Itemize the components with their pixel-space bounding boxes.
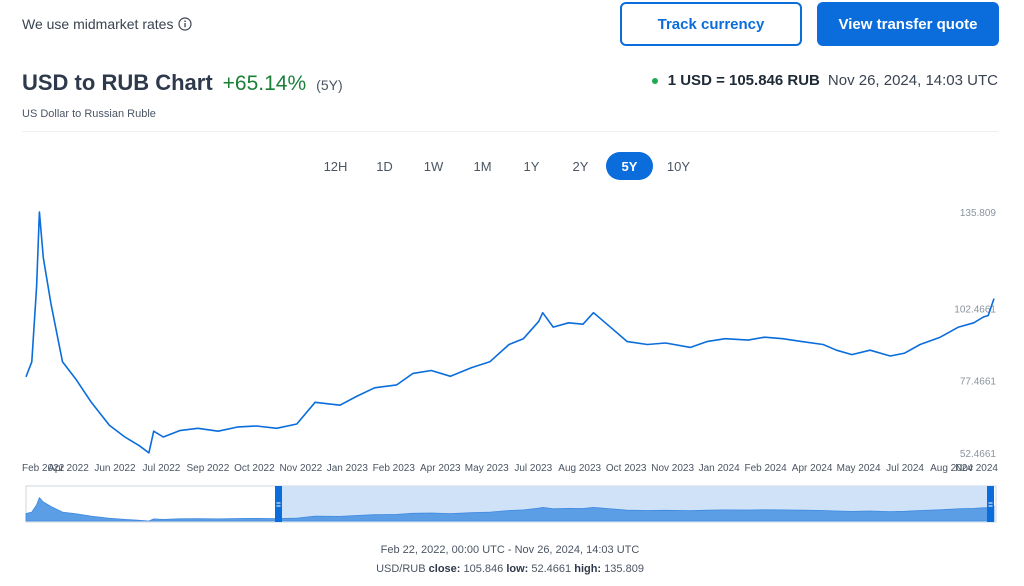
summary-stats: USD/RUB close: 105.846 low: 52.4661 high…	[0, 563, 1020, 575]
top-bar: We use midmarket rates Track currency Vi…	[0, 0, 1024, 50]
divider	[22, 131, 998, 132]
x-tick-label: Nov 2023	[651, 463, 694, 474]
view-transfer-quote-button[interactable]: View transfer quote	[817, 2, 999, 46]
x-tick-label: Nov 2024	[955, 463, 998, 474]
page-title: USD to RUB Chart	[22, 70, 213, 95]
x-tick-label: Jul 2023	[514, 463, 552, 474]
range-1y[interactable]: 1Y	[523, 158, 540, 174]
range-2y[interactable]: 2Y	[572, 158, 589, 174]
range-5y[interactable]: 5Y	[606, 152, 653, 180]
x-tick-label: Jul 2024	[886, 463, 924, 474]
x-tick-label: Feb 2023	[373, 463, 416, 474]
percent-change: +65.14%	[222, 72, 307, 95]
track-currency-button[interactable]: Track currency	[620, 2, 802, 46]
x-tick-label: Oct 2023	[606, 463, 647, 474]
x-tick-label: Apr 2024	[792, 463, 833, 474]
range-1w[interactable]: 1W	[423, 158, 444, 174]
current-rate: 1 USD = 105.846 RUB Nov 26, 2024, 14:03 …	[651, 72, 998, 89]
x-tick-label: Jul 2022	[143, 463, 181, 474]
rate-timestamp: Nov 26, 2024, 14:03 UTC	[827, 72, 998, 89]
chart-title-row: USD to RUB Chart +65.14% (5Y)	[22, 70, 343, 96]
x-tick-label: Apr 2023	[420, 463, 461, 474]
range-selector: 12H 1D 1W 1M 1Y 2Y 5Y 10Y	[312, 152, 702, 180]
rate-value: 1 USD = 105.846 RUB	[667, 72, 820, 89]
close-value: 105.846	[463, 563, 504, 575]
x-tick-label: Oct 2022	[234, 463, 275, 474]
range-1m[interactable]: 1M	[473, 158, 492, 174]
low-value: 52.4661	[531, 563, 572, 575]
y-tick-label: 135.809	[960, 208, 997, 219]
x-tick-label: Nov 2022	[279, 463, 322, 474]
high-value: 135.809	[604, 563, 644, 575]
navigator-left-handle[interactable]	[275, 486, 282, 522]
period-label: (5Y)	[316, 77, 343, 93]
range-1d[interactable]: 1D	[376, 158, 393, 174]
date-range-label: Feb 22, 2022, 00:00 UTC - Nov 26, 2024, …	[380, 544, 640, 556]
x-tick-label: May 2023	[465, 463, 509, 474]
x-tick-label: Jun 2022	[94, 463, 136, 474]
x-tick-label: Feb 2022	[22, 463, 65, 474]
x-tick-label: Apr 2022	[48, 463, 89, 474]
x-tick-label: Jan 2024	[699, 463, 741, 474]
x-tick-label: Sep 2022	[186, 463, 229, 474]
live-dot-icon	[651, 77, 658, 84]
range-12h[interactable]: 12H	[323, 158, 348, 174]
y-tick-label: 52.4661	[960, 449, 997, 460]
low-label: low:	[506, 563, 529, 575]
close-label: close:	[428, 563, 461, 575]
x-tick-label: Aug 2023	[558, 463, 601, 474]
x-tick-label: Aug 2024	[930, 463, 973, 474]
range-10y[interactable]: 10Y	[666, 158, 691, 174]
x-tick-label: May 2024	[837, 463, 881, 474]
midmarket-note: We use midmarket rates	[22, 16, 193, 32]
pair-subtitle: US Dollar to Russian Ruble	[22, 108, 156, 120]
navigator-area	[25, 496, 995, 522]
info-icon[interactable]	[178, 17, 193, 31]
high-label: high:	[574, 563, 602, 575]
y-tick-label: 77.4661	[960, 377, 997, 388]
x-tick-label: Feb 2024	[744, 463, 787, 474]
midmarket-text: We use midmarket rates	[22, 16, 174, 32]
y-tick-label: 102.4661	[954, 304, 996, 315]
navigator-right-handle[interactable]	[987, 486, 994, 522]
rate-line	[25, 211, 995, 454]
x-tick-label: Jan 2023	[327, 463, 369, 474]
pair-code: USD/RUB	[376, 563, 426, 575]
